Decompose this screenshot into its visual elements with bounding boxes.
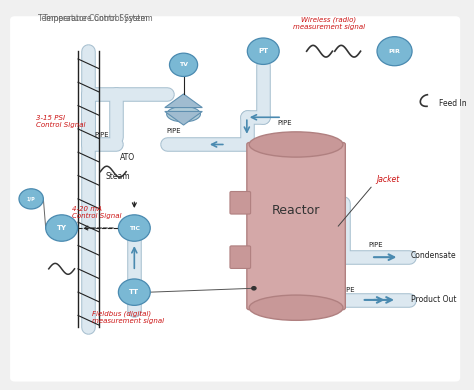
Text: 4-20 mA
Control Signal: 4-20 mA Control Signal bbox=[72, 206, 121, 219]
Circle shape bbox=[118, 215, 150, 241]
Text: TT: TT bbox=[129, 289, 139, 295]
Text: PIPE: PIPE bbox=[277, 120, 292, 126]
Text: Product Out: Product Out bbox=[411, 296, 456, 305]
Circle shape bbox=[170, 53, 198, 76]
Text: PIR: PIR bbox=[389, 49, 401, 54]
Text: ATO: ATO bbox=[120, 153, 135, 162]
Ellipse shape bbox=[249, 295, 343, 320]
FancyBboxPatch shape bbox=[230, 191, 251, 214]
Text: 3-15 PSI
Control Signal: 3-15 PSI Control Signal bbox=[36, 115, 85, 128]
FancyBboxPatch shape bbox=[247, 142, 346, 310]
Text: TY: TY bbox=[57, 225, 67, 231]
Text: Jacket: Jacket bbox=[376, 175, 399, 184]
Text: 1/P: 1/P bbox=[27, 197, 36, 201]
Ellipse shape bbox=[167, 106, 201, 122]
Circle shape bbox=[247, 38, 279, 64]
Text: Reactor: Reactor bbox=[272, 204, 320, 217]
FancyBboxPatch shape bbox=[10, 16, 460, 381]
Circle shape bbox=[251, 286, 257, 291]
Text: TIC: TIC bbox=[129, 225, 140, 230]
Circle shape bbox=[377, 37, 412, 66]
Text: PIPE: PIPE bbox=[340, 287, 355, 293]
Text: PIPE: PIPE bbox=[94, 132, 109, 138]
Polygon shape bbox=[165, 112, 202, 125]
FancyBboxPatch shape bbox=[230, 246, 251, 268]
Circle shape bbox=[19, 189, 43, 209]
Text: PIPE: PIPE bbox=[368, 243, 383, 248]
Text: Steam: Steam bbox=[106, 172, 130, 181]
Circle shape bbox=[118, 279, 150, 305]
Polygon shape bbox=[165, 94, 202, 108]
Text: Fieldbus (digital)
measurement signal: Fieldbus (digital) measurement signal bbox=[92, 310, 164, 324]
Text: Wireless (radio)
measurement signal: Wireless (radio) measurement signal bbox=[293, 16, 365, 30]
Text: Temperature Control System: Temperature Control System bbox=[38, 14, 148, 23]
Text: Temperature Control System: Temperature Control System bbox=[43, 14, 153, 23]
Ellipse shape bbox=[249, 132, 343, 157]
Text: PIPE: PIPE bbox=[167, 128, 182, 134]
Text: Condensate: Condensate bbox=[411, 251, 456, 260]
Text: PT: PT bbox=[258, 48, 268, 54]
Text: TV: TV bbox=[179, 62, 188, 67]
Circle shape bbox=[46, 215, 78, 241]
Text: Feed In: Feed In bbox=[439, 99, 467, 108]
